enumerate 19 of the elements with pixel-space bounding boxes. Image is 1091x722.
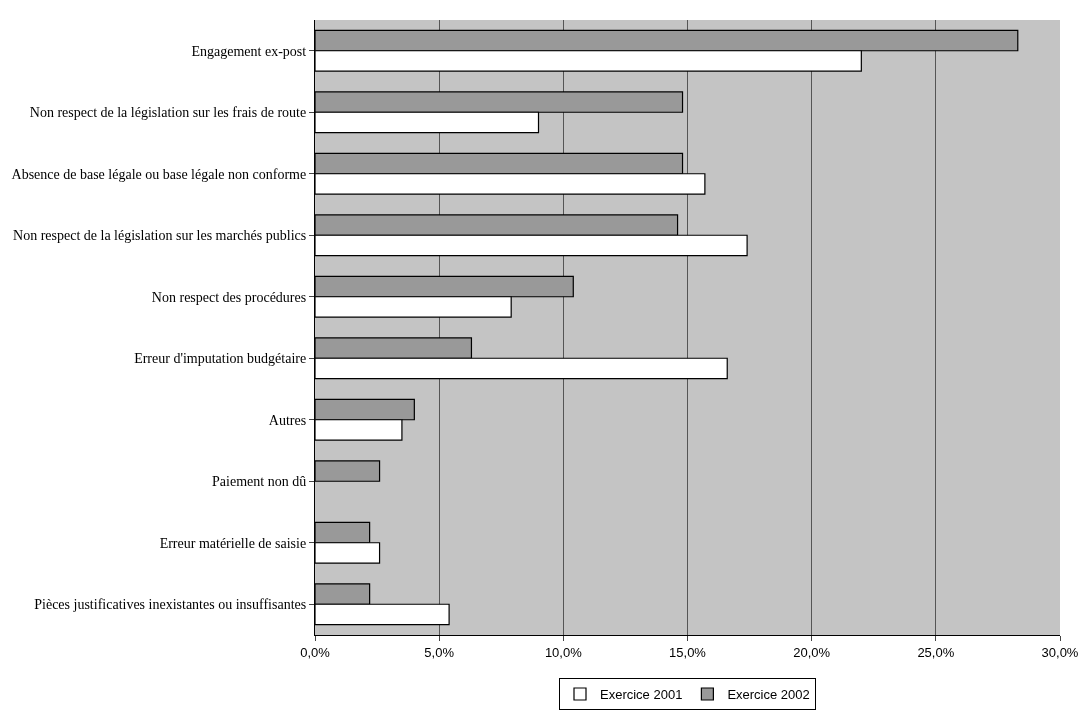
- legend-label: Exercice 2002: [727, 687, 810, 703]
- x-tick-label: 20,0%: [793, 644, 831, 660]
- y-tick-label: Non respect de la législation sur les frais de route: [29, 105, 307, 121]
- y-tick-label: Autres: [268, 412, 307, 428]
- y-tick-label: Paiement non dû: [212, 474, 307, 490]
- x-tick-label: 0,0%: [300, 644, 331, 660]
- x-tick-label: 25,0%: [917, 644, 955, 660]
- x-tick-label: 10,0%: [544, 644, 583, 660]
- y-tick-label: Engagement ex-post: [191, 43, 307, 59]
- x-tick-label: 30,0%: [1041, 644, 1079, 660]
- y-tick-label: Non respect des procédures: [151, 289, 307, 305]
- x-tick-label: 5,0%: [424, 644, 455, 660]
- y-tick-label: Erreur d'imputation budgétaire: [134, 351, 307, 367]
- x-tick-label: 15,0%: [669, 644, 707, 660]
- y-tick-label: Non respect de la législation sur les marchés publics: [13, 228, 307, 244]
- y-tick-label: Pièces justificatives inexistantes ou insuffisantes: [34, 597, 307, 613]
- y-tick-label: Erreur matérielle de saisie: [159, 535, 307, 551]
- y-tick-label: Absence de base légale ou base légale non conforme: [11, 166, 307, 182]
- legend-label: Exercice 2001: [600, 687, 683, 703]
